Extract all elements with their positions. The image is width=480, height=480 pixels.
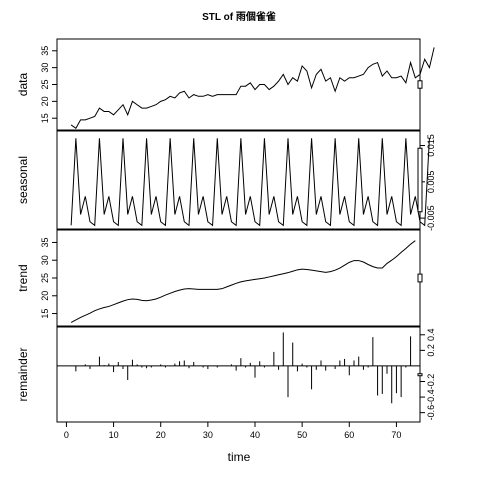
x-tick-label: 70	[391, 430, 401, 440]
x-tick-label: 0	[64, 430, 69, 440]
panel-data: 15 20 25 30 35 data	[16, 38, 435, 131]
y-tick-label: -0.2	[426, 374, 436, 390]
y-tick-label: 35	[40, 237, 50, 247]
x-tick-label: 40	[250, 430, 260, 440]
panel-seasonal: -0.005 0.005 0.015 seasonal	[16, 130, 436, 231]
panel-frame	[56, 38, 421, 131]
scale-bar	[417, 80, 423, 89]
scale-bar	[417, 373, 423, 377]
panel-ylabel-trend: trend	[16, 264, 30, 291]
y-tick-label: 30	[40, 63, 50, 73]
x-tick-label: 60	[344, 430, 354, 440]
y-tick-label: 25	[40, 273, 50, 283]
y-tick-label: 15	[40, 113, 50, 123]
y-tick-label: -0.005	[426, 205, 436, 231]
scale-bar	[417, 273, 423, 283]
panel-remainder: -0.6-0.4-0.2 0.2 0.4 remainder	[16, 326, 436, 423]
x-tick-label: 10	[109, 430, 119, 440]
panel-frame	[56, 326, 421, 423]
y-tick-label: 25	[40, 79, 50, 89]
y-tick-label: 15	[40, 309, 50, 319]
panel-ylabel-remainder: remainder	[16, 347, 30, 401]
y-tick-label: 0.015	[426, 134, 436, 157]
panel-ylabel-data: data	[16, 72, 30, 96]
x-tick-label: 30	[203, 430, 213, 440]
y-tick-label: 0.005	[426, 171, 436, 194]
y-tick-label: 20	[40, 96, 50, 106]
x-axis: 0 10 20 30 40 50 60 70	[64, 422, 401, 440]
x-axis-label: time	[228, 450, 251, 464]
y-tick-label: 0.4	[426, 329, 436, 342]
y-tick-label: -0.6	[426, 405, 436, 421]
scale-bar	[417, 147, 423, 213]
panel-trend: 15 20 25 30 35 trend	[16, 229, 423, 327]
x-tick-label: 50	[297, 430, 307, 440]
y-tick-label: 30	[40, 255, 50, 265]
data-series-line	[70, 47, 435, 130]
y-tick-label: 20	[40, 291, 50, 301]
y-tick-label: 35	[40, 46, 50, 56]
panel-frame	[56, 229, 421, 327]
x-tick-label: 20	[156, 430, 166, 440]
seasonal-series-line	[70, 138, 430, 227]
chart-title: STL of 雨個雀雀	[202, 10, 276, 23]
y-tick-label: -0.4	[426, 389, 436, 405]
y-tick-label: 0.2	[426, 344, 436, 357]
trend-series-line	[70, 240, 416, 323]
panel-ylabel-seasonal: seasonal	[16, 156, 30, 204]
